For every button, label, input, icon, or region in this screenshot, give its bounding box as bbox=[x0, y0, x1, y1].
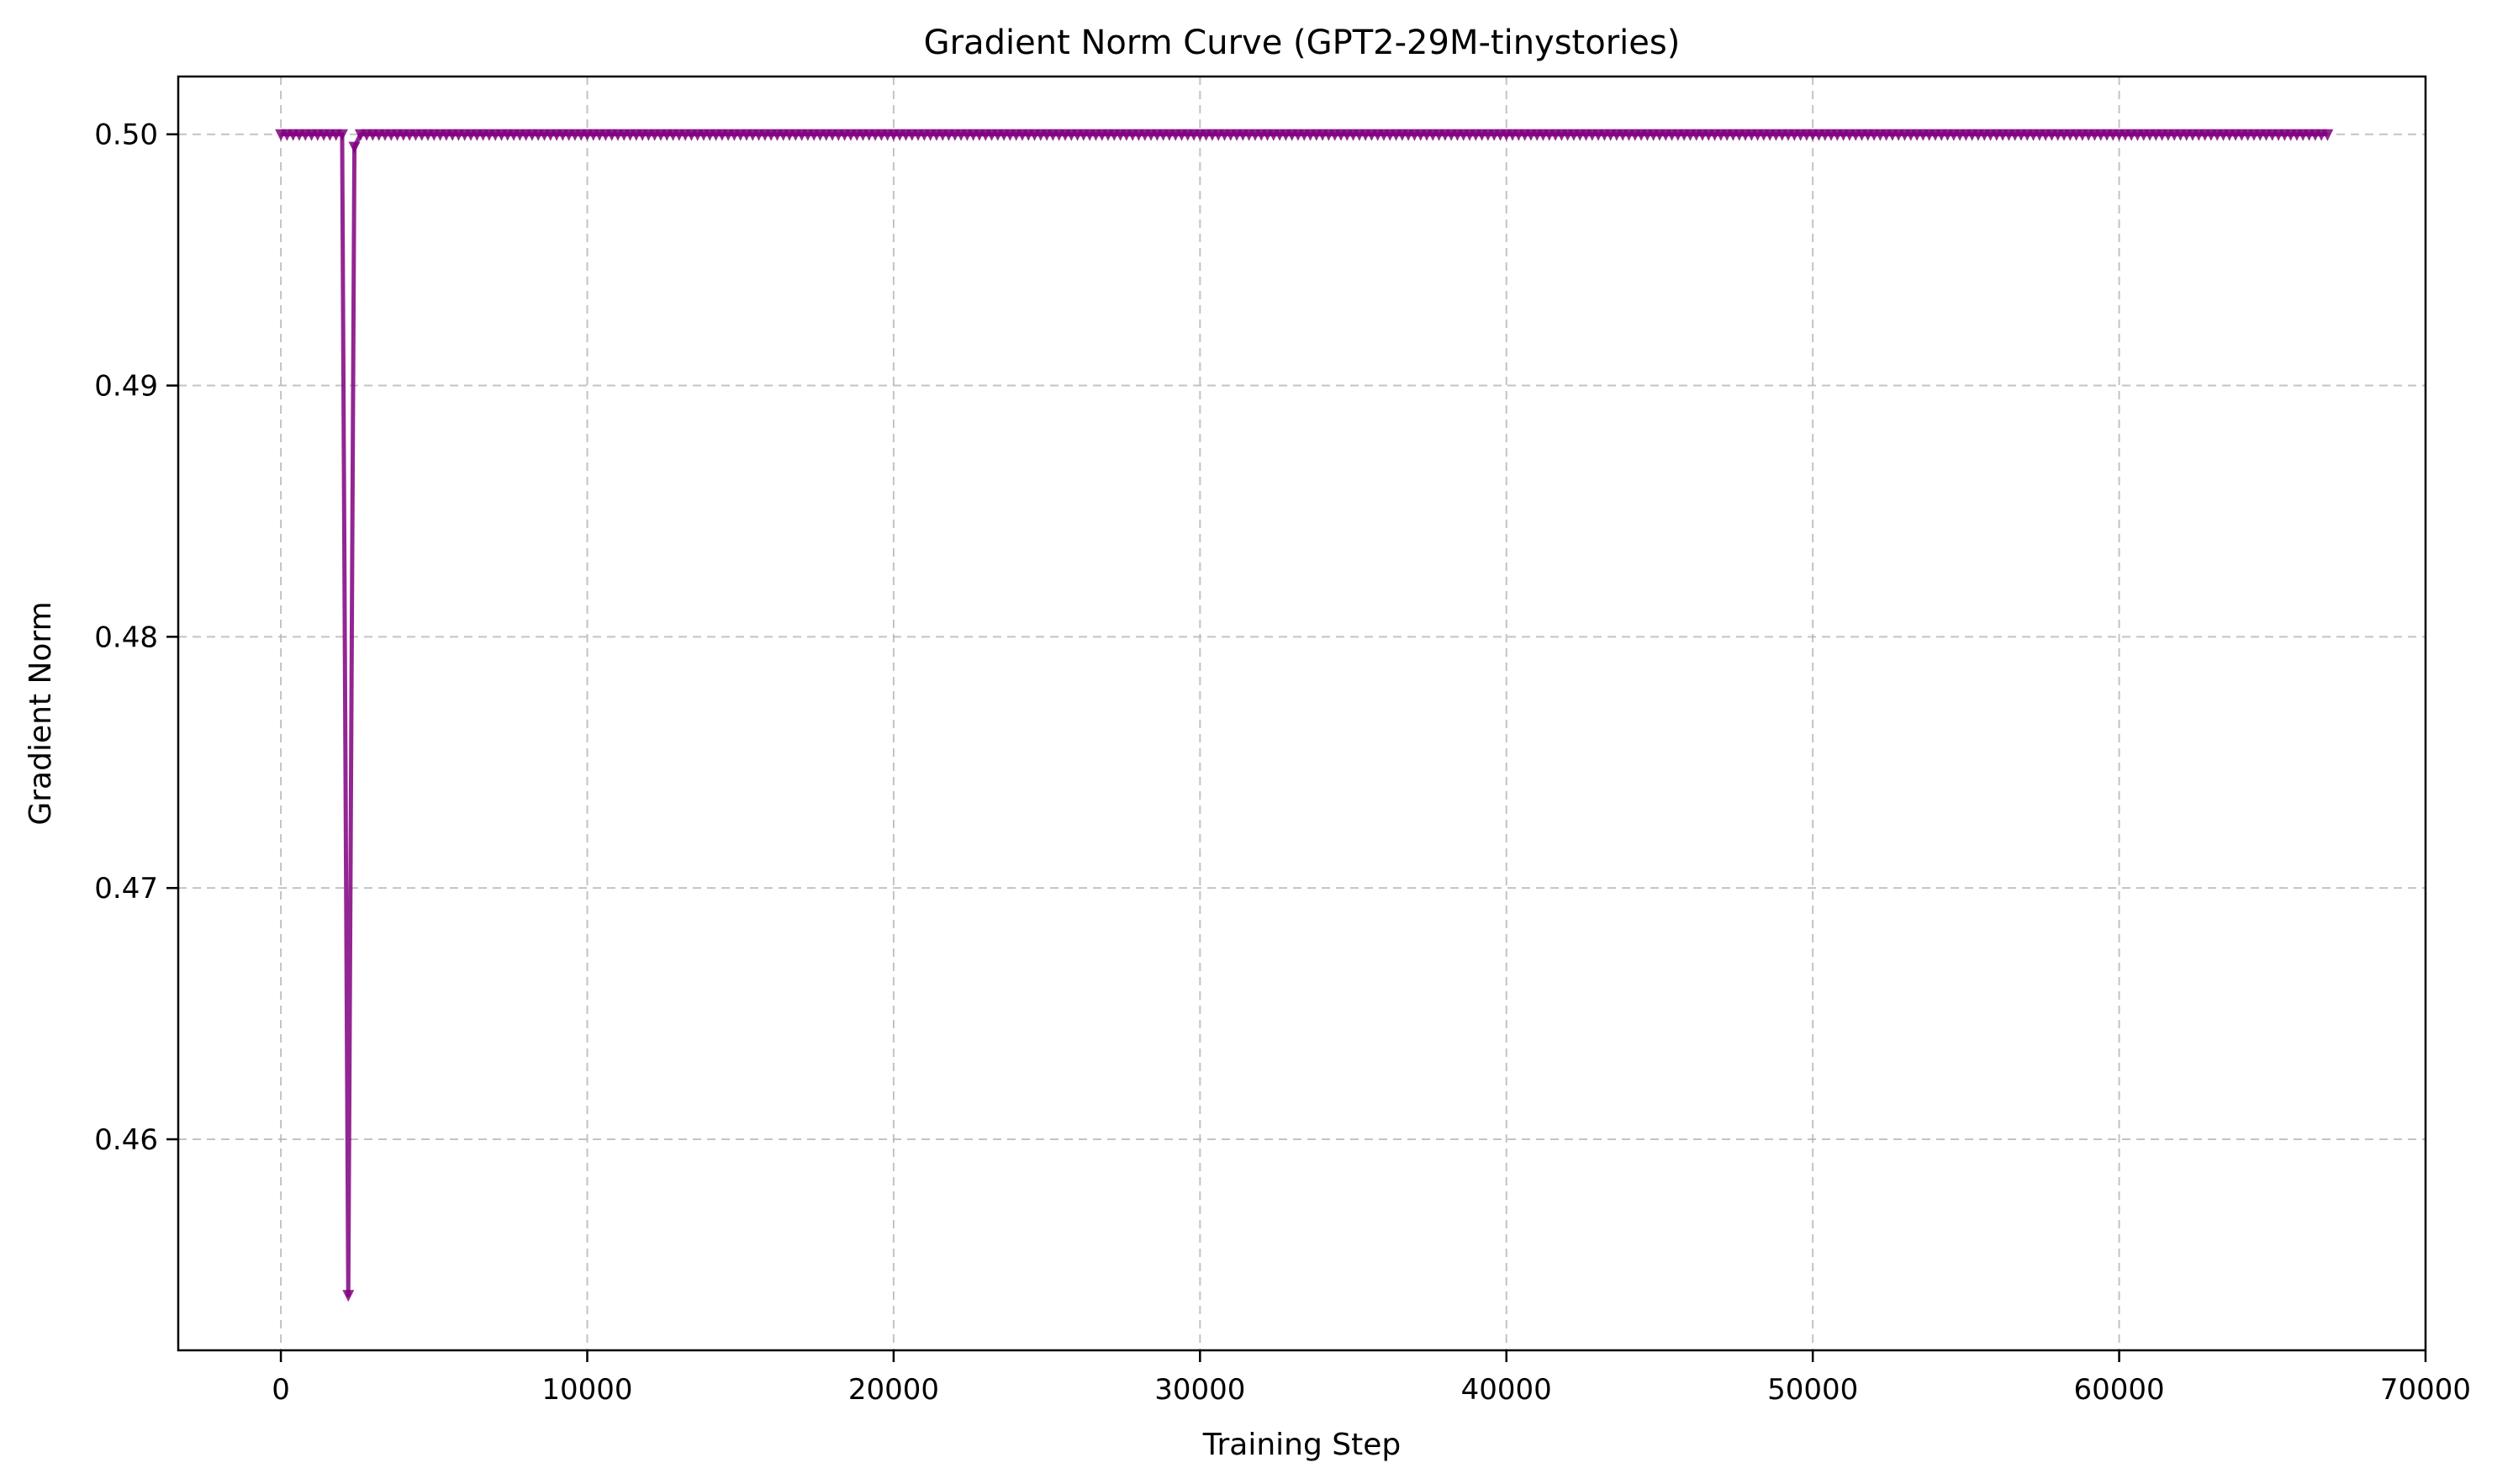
y-tick-label: 0.49 bbox=[94, 370, 158, 404]
data-point-marker bbox=[2321, 129, 2334, 141]
data-point-marker bbox=[348, 141, 361, 154]
chart-title: Gradient Norm Curve (GPT2-29M-tinystorie… bbox=[924, 24, 1681, 62]
x-tick-label: 30000 bbox=[1154, 1373, 1245, 1407]
x-tick-label: 60000 bbox=[2073, 1373, 2164, 1407]
y-axis-ticks: 0.46 0.47 0.48 0.49 0.50 bbox=[94, 119, 178, 1157]
x-axis-label: Training Step bbox=[1202, 1428, 1401, 1462]
x-tick-label: 70000 bbox=[2380, 1373, 2471, 1407]
series-layer bbox=[275, 129, 2334, 1302]
data-point-marker bbox=[342, 1290, 355, 1302]
x-tick-label: 10000 bbox=[541, 1373, 632, 1407]
series-markers bbox=[275, 129, 2334, 1302]
data-point-marker bbox=[335, 129, 348, 141]
y-tick-label: 0.46 bbox=[94, 1123, 158, 1157]
plot-frame bbox=[177, 75, 2427, 1352]
x-tick-label: 0 bbox=[272, 1373, 290, 1407]
x-tick-label: 20000 bbox=[848, 1373, 939, 1407]
x-axis-ticks: 0 10000 20000 30000 40000 50000 60000 70000 bbox=[272, 1350, 2471, 1407]
y-axis-label: Gradient Norm bbox=[24, 601, 58, 825]
x-tick-label: 40000 bbox=[1461, 1373, 1552, 1407]
y-tick-label: 0.48 bbox=[94, 621, 158, 654]
y-tick-label: 0.47 bbox=[94, 872, 158, 906]
x-tick-label: 50000 bbox=[1767, 1373, 1858, 1407]
y-tick-label: 0.50 bbox=[94, 119, 158, 152]
